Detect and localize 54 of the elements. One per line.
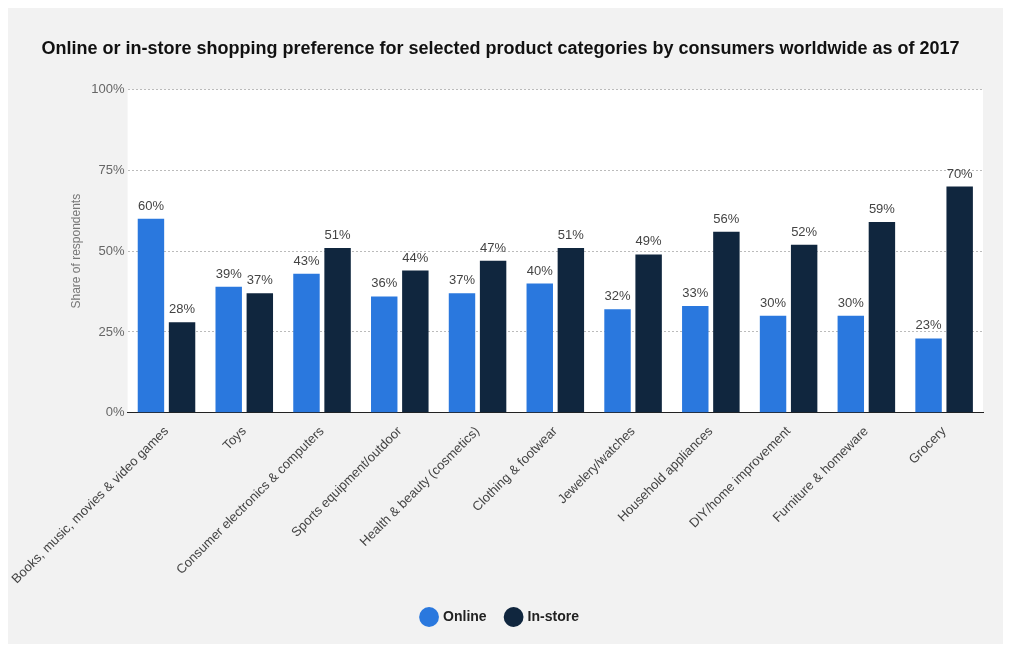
bar	[448, 293, 476, 413]
data-label: 52%	[791, 223, 818, 239]
bar	[246, 293, 274, 413]
bar	[137, 218, 165, 413]
bar	[759, 315, 787, 413]
y-tick-label: 100%	[91, 81, 126, 97]
bar	[915, 338, 942, 413]
data-label: 47%	[480, 239, 507, 255]
bar	[682, 306, 709, 413]
data-label: 30%	[837, 294, 865, 310]
data-label: 44%	[402, 249, 429, 265]
y-tick-label: 50%	[98, 242, 126, 258]
legend-label: Online	[443, 607, 487, 624]
bar	[371, 296, 398, 413]
data-label: 51%	[557, 227, 585, 243]
bar	[868, 222, 896, 413]
legend-label: In-store	[527, 607, 580, 624]
data-label: 70%	[946, 165, 974, 181]
bar	[946, 186, 973, 413]
y-tick-label: 0%	[105, 404, 126, 420]
bar	[324, 247, 351, 413]
x-tick-label: Toys	[219, 422, 250, 453]
bar	[790, 244, 818, 413]
bar	[635, 254, 662, 413]
data-label: 37%	[246, 272, 274, 288]
data-label: 32%	[604, 288, 631, 304]
data-label: 49%	[635, 233, 663, 249]
bar	[526, 283, 553, 413]
bar	[479, 260, 507, 413]
chart-title: Online or in-store shopping preference for selected product categories by consumers worldwide as of 2017	[41, 37, 960, 58]
y-tick-label: 75%	[98, 161, 126, 177]
bar	[168, 322, 196, 413]
bar	[837, 315, 865, 413]
data-label: 33%	[682, 285, 709, 301]
bar	[713, 231, 740, 413]
data-label: 60%	[137, 197, 165, 213]
data-label: 37%	[448, 272, 476, 288]
data-label: 56%	[713, 210, 740, 226]
data-label: 51%	[324, 227, 352, 243]
y-tick-label: 25%	[98, 323, 126, 339]
data-label: 59%	[868, 201, 896, 217]
data-label: 43%	[293, 252, 320, 268]
bar	[215, 286, 242, 413]
data-label: 36%	[371, 275, 398, 291]
data-label: 23%	[915, 317, 943, 333]
y-axis-title: Share of respondents	[69, 193, 84, 309]
data-label: 39%	[215, 265, 243, 281]
bar	[293, 273, 320, 413]
bar	[557, 247, 585, 413]
data-label: 30%	[760, 294, 787, 310]
bar	[604, 309, 631, 413]
data-label: 40%	[526, 262, 554, 278]
bar	[402, 270, 429, 413]
data-label: 28%	[169, 301, 196, 317]
